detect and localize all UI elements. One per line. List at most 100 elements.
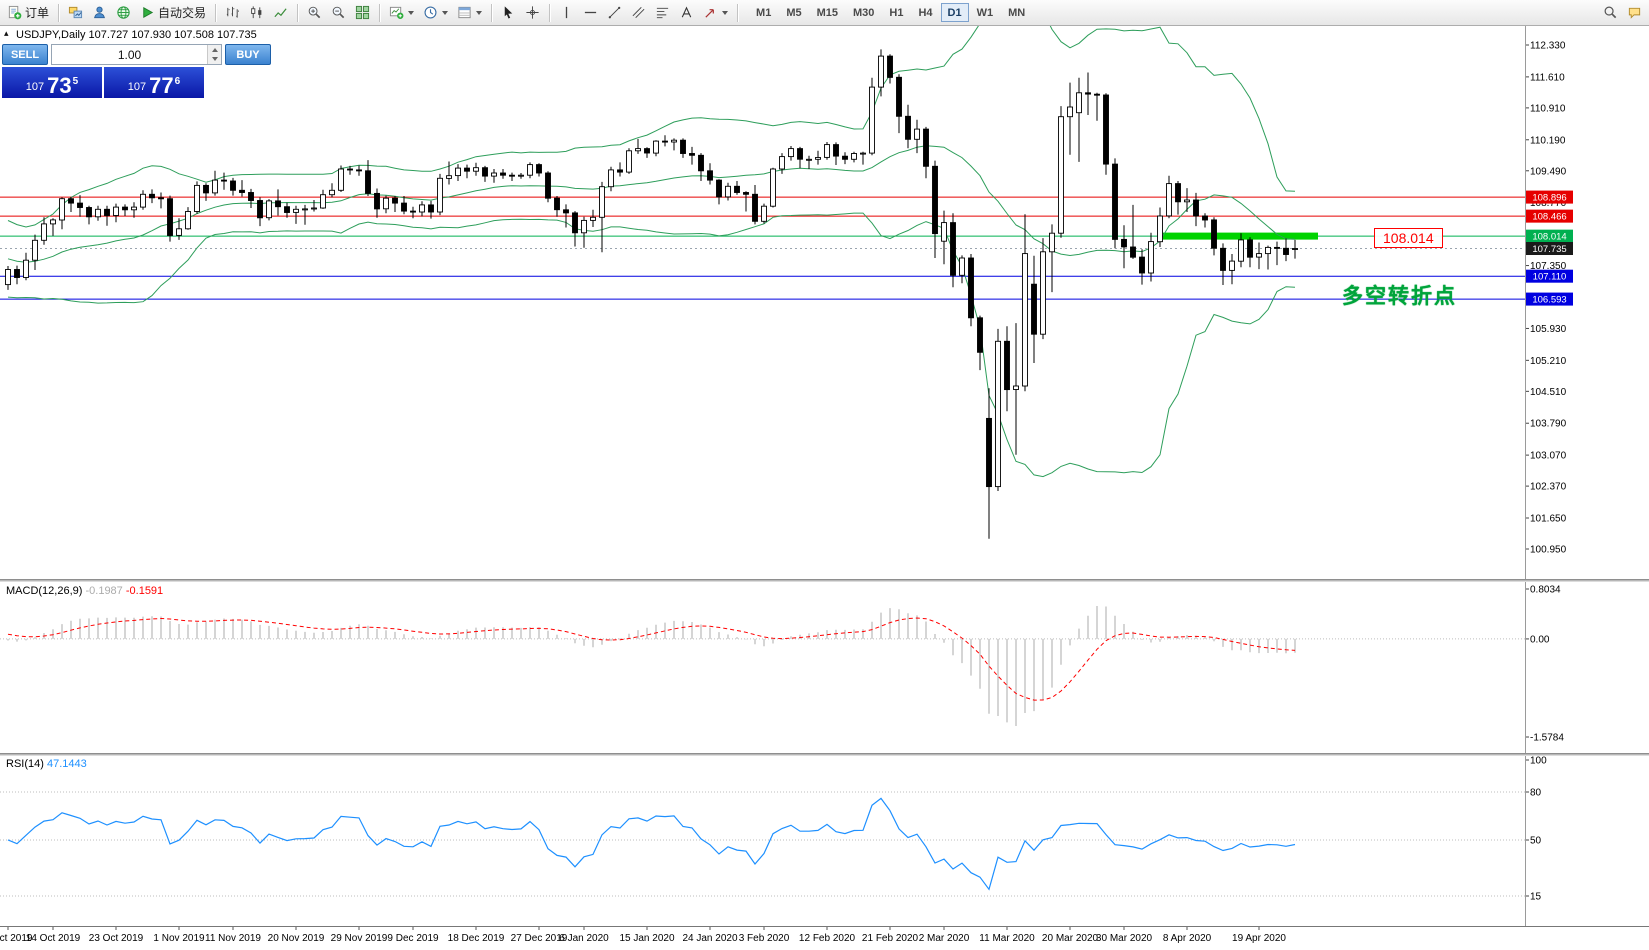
vertical-line-button[interactable]	[555, 2, 578, 24]
price-axis-border	[1525, 26, 1526, 926]
period-button[interactable]	[419, 2, 452, 24]
down-arrow-icon	[211, 57, 218, 62]
profile-icon	[94, 6, 105, 19]
time-axis-label: 14 Oct 2019	[25, 933, 81, 944]
vertical-line-icon	[565, 6, 568, 19]
channel-button[interactable]	[627, 2, 650, 24]
one-click-toggle-icon[interactable]: ▴	[4, 28, 9, 38]
search-button[interactable]	[1599, 2, 1622, 24]
timeframe-button-h4[interactable]: H4	[911, 3, 939, 22]
svg-text:50: 50	[1530, 836, 1542, 847]
trendline-button[interactable]	[603, 2, 626, 24]
rsi-value: 47.1443	[46, 758, 87, 770]
chevron-down-icon	[408, 10, 415, 15]
time-axis-label: 19 Apr 2020	[1232, 933, 1286, 944]
search-icon	[1604, 6, 1617, 19]
bar-chart-button[interactable]	[221, 2, 244, 24]
price-callout-label[interactable]: 108.014	[1374, 228, 1443, 248]
template-button[interactable]	[453, 2, 486, 24]
chat-icon	[1628, 7, 1641, 19]
timeframe-button-m1[interactable]: M1	[749, 3, 778, 22]
volume-up-button[interactable]	[208, 45, 221, 55]
toolbar-separator	[491, 3, 493, 22]
panel-separator[interactable]	[0, 753, 1649, 756]
autotrading-button[interactable]: 自动交易	[136, 2, 210, 24]
new-chart-button[interactable]	[385, 2, 418, 24]
arrow-tool-icon	[705, 9, 714, 18]
time-axis-label: 1 Nov 2019	[153, 933, 205, 944]
toolbar-separator	[549, 3, 551, 22]
svg-text:108.466: 108.466	[1532, 212, 1566, 223]
timeframe-button-m30[interactable]: M30	[846, 3, 881, 22]
rsi-header: RSI(14) 47.1443	[6, 758, 87, 770]
time-axis-label: 11 Mar 2020	[979, 933, 1035, 944]
timeframe-button-w1[interactable]: W1	[970, 3, 1001, 22]
time-axis-label: 20 Nov 2019	[267, 933, 325, 944]
timeframe-button-d1[interactable]: D1	[940, 3, 969, 22]
tile-windows-icon	[355, 5, 370, 20]
sell-price-pip: 5	[72, 76, 79, 87]
zoom-out-button[interactable]	[327, 2, 350, 24]
tile-windows-button[interactable]	[351, 2, 374, 24]
time-axis-label: 8 Apr 2020	[1162, 933, 1212, 944]
community-button[interactable]	[112, 2, 135, 24]
macd-name: MACD(12,26,9)	[6, 585, 83, 597]
trendline-icon	[608, 6, 621, 19]
svg-text:100: 100	[1530, 756, 1547, 767]
svg-text:111.610: 111.610	[1530, 72, 1565, 83]
timeframe-button-mn[interactable]: MN	[1001, 3, 1032, 22]
template-icon	[458, 6, 471, 19]
time-axis-label: 9 Dec 2019	[387, 933, 439, 944]
new-chart-icon	[389, 6, 404, 19]
svg-text:107.350: 107.350	[1530, 261, 1567, 272]
svg-text:104.510: 104.510	[1530, 387, 1567, 398]
panel-separator[interactable]	[0, 579, 1649, 582]
toolbar: 订单 自动交易	[0, 0, 1649, 26]
svg-text:103.790: 103.790	[1530, 419, 1567, 430]
line-chart-button[interactable]	[269, 2, 292, 24]
zoom-out-icon	[332, 6, 345, 19]
timeframe-button-m15[interactable]: M15	[810, 3, 845, 22]
buy-button[interactable]: BUY	[225, 44, 271, 65]
fibonacci-button[interactable]	[651, 2, 674, 24]
svg-text:110.910: 110.910	[1530, 103, 1566, 114]
cursor-button[interactable]	[497, 2, 520, 24]
toolbar-separator	[58, 3, 60, 22]
charts-button[interactable]	[64, 2, 87, 24]
volume-field	[51, 44, 222, 65]
horizontal-line-button[interactable]	[579, 2, 602, 24]
sell-button[interactable]: SELL	[2, 44, 48, 65]
crosshair-button[interactable]	[521, 2, 544, 24]
arrows-button[interactable]	[699, 2, 732, 24]
new-order-icon	[8, 5, 22, 20]
line-chart-icon	[274, 8, 287, 18]
horizontal-line-icon	[584, 11, 597, 14]
sell-price-main: 73	[47, 73, 72, 98]
buy-label: BUY	[236, 48, 260, 61]
new-order-button[interactable]: 订单	[3, 2, 53, 24]
sell-price-box[interactable]: 107 73 5	[2, 67, 102, 98]
time-axis-label: 29 Nov 2019	[330, 933, 388, 944]
text-button[interactable]	[675, 2, 698, 24]
time-axis-label: 3 Feb 2020	[738, 933, 790, 944]
time-axis-label: 18 Dec 2019	[447, 933, 505, 944]
chinese-annotation[interactable]: 多空转折点	[1342, 285, 1457, 308]
charts-tile-icon	[68, 6, 83, 19]
chat-button[interactable]	[1623, 2, 1646, 24]
svg-text:108.014: 108.014	[1532, 232, 1566, 243]
text-icon	[681, 6, 692, 18]
volume-input[interactable]	[52, 45, 207, 64]
volume-down-button[interactable]	[208, 54, 221, 64]
zoom-in-button[interactable]	[303, 2, 326, 24]
timeframe-button-m5[interactable]: M5	[779, 3, 808, 22]
timeframe-button-h1[interactable]: H1	[882, 3, 910, 22]
candlestick-chart-icon	[251, 6, 262, 19]
buy-price-box[interactable]: 107 77 6	[104, 67, 204, 98]
profile-button[interactable]	[88, 2, 111, 24]
rsi-name: RSI(14)	[6, 758, 44, 770]
svg-text:110.190: 110.190	[1530, 135, 1566, 146]
candlestick-chart-button[interactable]	[245, 2, 268, 24]
